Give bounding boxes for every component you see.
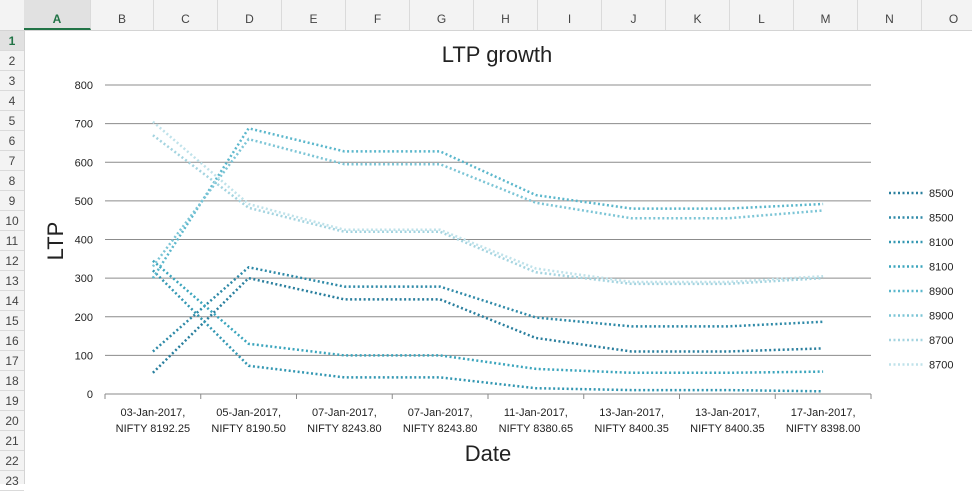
row-header-13[interactable]: 13 <box>0 271 24 291</box>
row-header-12[interactable]: 12 <box>0 251 24 271</box>
column-header-c[interactable]: C <box>154 0 218 30</box>
y-tick-label: 500 <box>75 196 93 208</box>
y-tick-label: 700 <box>75 119 93 131</box>
column-header-b[interactable]: B <box>91 0 154 30</box>
row-header-10[interactable]: 10 <box>0 211 24 231</box>
row-header-7[interactable]: 7 <box>0 151 24 171</box>
series-line-7 <box>152 120 824 284</box>
y-tick-label: 100 <box>75 350 93 362</box>
row-header-2[interactable]: 2 <box>0 51 24 71</box>
x-tick-label: 07-Jan-2017, NIFTY 8243.80 <box>307 407 381 435</box>
row-header-22[interactable]: 22 <box>0 451 24 471</box>
x-tick-label: 07-Jan-2017, NIFTY 8243.80 <box>403 407 477 435</box>
row-header-18[interactable]: 18 <box>0 371 24 391</box>
line-chart: LTP growth 0 100 200 300 400 500 600 700 800 03-Ja… <box>43 42 953 466</box>
row-header-4[interactable]: 4 <box>0 91 24 111</box>
series-line-0 <box>152 276 824 374</box>
column-header-e[interactable]: E <box>282 0 346 30</box>
legend-label: 8500 <box>929 188 953 200</box>
legend-label: 8100 <box>929 262 953 274</box>
row-header-8[interactable]: 8 <box>0 171 24 191</box>
y-tick-label: 200 <box>75 312 93 324</box>
column-header-o[interactable]: O <box>922 0 972 30</box>
y-axis-title: LTP <box>43 222 68 261</box>
column-header-l[interactable]: L <box>730 0 794 30</box>
legend-label: 8700 <box>929 335 953 347</box>
column-header-j[interactable]: J <box>602 0 666 30</box>
x-tick-label: 11-Jan-2017, NIFTY 8380.65 <box>499 407 573 435</box>
chart-title: LTP growth <box>442 42 552 67</box>
x-tick-label: 13-Jan-2017, NIFTY 8400.35 <box>690 407 764 435</box>
y-tick-label: 400 <box>75 235 93 247</box>
row-header-15[interactable]: 15 <box>0 311 24 331</box>
x-axis-title: Date <box>465 441 511 466</box>
row-header-bar: 1 2 3 4 5 6 7 8 9 10 11 12 13 14 15 16 17 18 19 20 21 22 23 <box>0 31 25 491</box>
column-header-i[interactable]: I <box>538 0 602 30</box>
legend-label: 8100 <box>929 237 953 249</box>
select-all-corner[interactable] <box>0 0 25 30</box>
series-line-3 <box>152 259 824 375</box>
row-header-19[interactable]: 19 <box>0 391 24 411</box>
row-header-9[interactable]: 9 <box>0 191 24 211</box>
y-tick-label: 300 <box>75 273 93 285</box>
x-tick-label: 03-Jan-2017, NIFTY 8192.25 <box>116 407 190 435</box>
column-header-k[interactable]: K <box>666 0 730 30</box>
chart-area[interactable]: LTP growth 0 100 200 300 400 500 600 700 800 03-Ja… <box>25 31 972 484</box>
row-header-21[interactable]: 21 <box>0 431 24 451</box>
y-tick-label: 0 <box>87 389 93 401</box>
legend-label: 8900 <box>929 311 953 323</box>
series-line-6 <box>152 134 824 286</box>
series-line-2 <box>152 269 824 393</box>
legend-label: 8900 <box>929 286 953 298</box>
row-header-17[interactable]: 17 <box>0 351 24 371</box>
column-header-f[interactable]: F <box>346 0 410 30</box>
series-line-4 <box>151 126 824 279</box>
row-header-11[interactable]: 11 <box>0 231 24 251</box>
x-tick-label: 17-Jan-2017, NIFTY 8398.00 <box>786 407 860 435</box>
x-tick-label: 13-Jan-2017, NIFTY 8400.35 <box>594 407 668 435</box>
y-tick-label: 600 <box>75 157 93 169</box>
x-tick-label: 05-Jan-2017, NIFTY 8190.50 <box>211 407 285 435</box>
row-header-23[interactable]: 23 <box>0 471 24 491</box>
row-header-16[interactable]: 16 <box>0 331 24 351</box>
row-header-20[interactable]: 20 <box>0 411 24 431</box>
column-header-n[interactable]: N <box>858 0 922 30</box>
legend-label: 8500 <box>929 213 953 225</box>
column-header-g[interactable]: G <box>410 0 474 30</box>
column-header-h[interactable]: H <box>474 0 538 30</box>
row-header-1[interactable]: 1 <box>0 31 24 51</box>
row-header-5[interactable]: 5 <box>0 111 24 131</box>
column-header-d[interactable]: D <box>218 0 282 30</box>
column-header-a[interactable]: A <box>24 0 91 30</box>
row-header-3[interactable]: 3 <box>0 71 24 91</box>
series-line-5 <box>151 137 824 268</box>
row-header-6[interactable]: 6 <box>0 131 24 151</box>
y-tick-label: 800 <box>75 80 93 92</box>
row-header-14[interactable]: 14 <box>0 291 24 311</box>
legend-label: 8700 <box>929 360 953 372</box>
column-header-m[interactable]: M <box>794 0 858 30</box>
